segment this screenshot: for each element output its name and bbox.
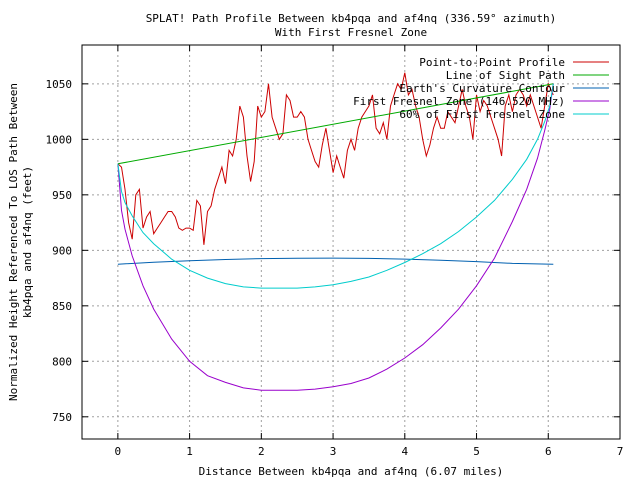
x-tick-label: 0 — [115, 445, 122, 458]
y-tick-label: 750 — [52, 411, 72, 424]
chart-title: SPLAT! Path Profile Between kb4pqa and a… — [146, 12, 557, 39]
y-axis-label-line-1: Normalized Height Referenced To LOS Path… — [7, 83, 20, 401]
legend-label: Earth's Curvature Contour — [399, 82, 565, 95]
x-tick-label: 4 — [401, 445, 408, 458]
x-tick-label: 2 — [258, 445, 265, 458]
series-line — [117, 83, 554, 289]
y-tick-label: 800 — [52, 355, 72, 368]
y-tick-label: 900 — [52, 244, 72, 257]
x-tick-label: 5 — [473, 445, 480, 458]
series-line — [117, 72, 554, 245]
legend-label: 60% of First Fresnel Zone — [399, 108, 565, 121]
x-tick-label: 3 — [330, 445, 337, 458]
y-tick-label: 850 — [52, 300, 72, 313]
y-tick-label: 950 — [52, 189, 72, 202]
y-axis-label-line-2: kb4pqa and af4nq (feet) — [21, 166, 34, 318]
x-tick-label: 1 — [186, 445, 193, 458]
legend-label: Point-to-Point Profile — [419, 56, 565, 69]
x-tick-label: 7 — [617, 445, 624, 458]
series-line — [117, 257, 554, 265]
legend-label: Line of Sight Path — [446, 69, 565, 82]
plot-border — [81, 44, 621, 440]
x-tick-label: 6 — [545, 445, 552, 458]
y-axis-label: Normalized Height Referenced To LOS Path… — [7, 83, 34, 401]
data-series — [117, 72, 554, 391]
series-line — [117, 83, 554, 391]
y-tick-label: 1000 — [46, 133, 73, 146]
y-tick-label: 1050 — [46, 78, 73, 91]
legend-label: First Fresnel Zone (146.520 MHz) — [353, 95, 565, 108]
series-line — [117, 83, 554, 165]
chart-title-line-1: SPLAT! Path Profile Between kb4pqa and a… — [146, 12, 557, 25]
chart-title-line-2: With First Fresnel Zone — [275, 26, 427, 39]
x-axis-label: Distance Between kb4pqa and af4nq (6.07 … — [199, 465, 504, 478]
